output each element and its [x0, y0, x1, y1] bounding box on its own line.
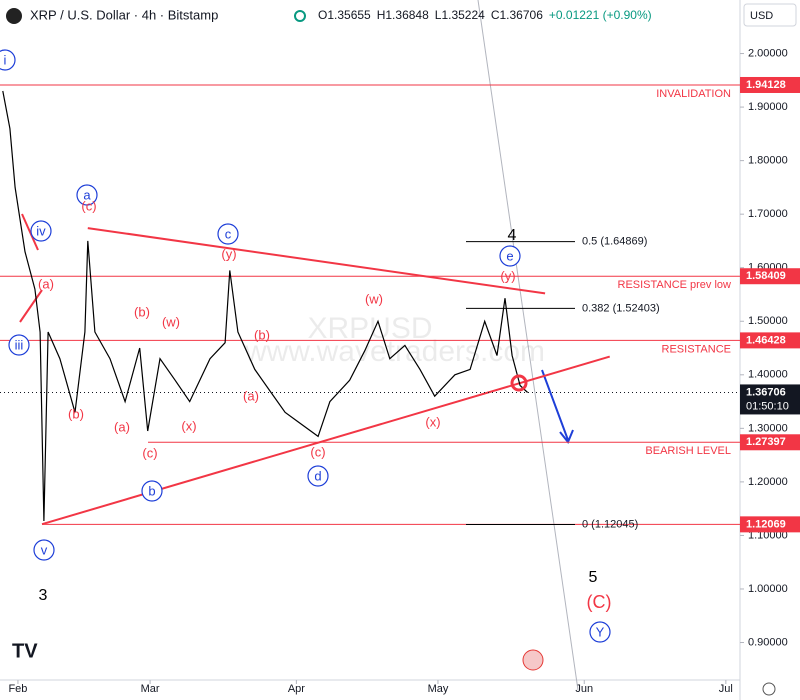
marker: [510, 374, 528, 392]
ohlc-value: O1.35655: [318, 8, 371, 22]
wave-circle: [307, 465, 329, 487]
fib-label: 0.382 (1.52403): [582, 302, 660, 314]
wave-label: (c): [310, 444, 325, 459]
price-tag: [740, 516, 800, 533]
ohlc-value: L1.35224: [435, 8, 485, 22]
trendline: [41, 355, 611, 526]
wave-circle: [30, 220, 52, 242]
fib-guide: [477, 0, 579, 691]
y-tick-label: 1.00000: [748, 583, 788, 595]
settings-icon[interactable]: [762, 682, 776, 696]
level-label: RESISTANCE prev low: [618, 279, 732, 291]
wave-label: 5: [589, 569, 598, 586]
x-tick-label: May: [428, 683, 449, 695]
symbol-title: XRP / U.S. Dollar · 4h · Bitstamp: [30, 7, 218, 22]
current-price-label: 1.36706: [746, 386, 786, 398]
wave-line: [19, 289, 43, 323]
countdown: 01:50:10: [746, 400, 789, 412]
x-tick-label: Apr: [288, 683, 305, 695]
wave-label: (x): [181, 418, 196, 433]
wave-label: (a): [114, 419, 130, 434]
wave-line: [21, 213, 39, 251]
wave-circle: [8, 334, 30, 356]
price-tag: [740, 434, 800, 451]
wave-label: v: [41, 542, 48, 557]
y-tick-label: 0.90000: [748, 636, 788, 648]
wave-label: b: [148, 483, 155, 498]
wave-label: c: [225, 226, 232, 241]
wave-label: d: [314, 468, 321, 483]
price-tag-label: 1.12069: [746, 518, 786, 530]
wave-label: 3: [39, 587, 48, 604]
ohlc-value: H1.36848: [377, 8, 429, 22]
x-tick-label: Jul: [719, 683, 733, 695]
wave-circle: [499, 245, 521, 267]
current-price-tag: [740, 384, 800, 415]
price-tag-label: 1.27397: [746, 436, 786, 448]
currency[interactable]: USD: [750, 10, 773, 22]
wave-label: (b): [254, 327, 270, 342]
price-tag: [740, 268, 800, 285]
y-tick-label: 1.30000: [748, 422, 788, 434]
y-tick-label: 1.40000: [748, 369, 788, 381]
header: XRP / U.S. Dollar · 4h · Bitstamp: [6, 7, 306, 24]
symbol-icon: [6, 8, 22, 24]
logo: TV: [12, 640, 38, 662]
wave-label: (c): [81, 198, 96, 213]
wave-label: iv: [36, 223, 46, 238]
price-tag: [740, 76, 800, 93]
wave-label: a: [83, 187, 91, 202]
currency-box[interactable]: [743, 3, 797, 27]
fib-label: 0.5 (1.64869): [582, 236, 647, 248]
trendline: [87, 227, 546, 295]
wave-label: (b): [68, 406, 84, 421]
price-tag-label: 1.94128: [746, 79, 786, 91]
wave-circle: [217, 223, 239, 245]
price-tag-label: 1.58409: [746, 270, 786, 282]
wave-circle: [76, 184, 98, 206]
wave-label: (b): [134, 304, 150, 319]
wave-label: iii: [15, 337, 24, 352]
level-label: RESISTANCE: [662, 343, 731, 355]
x-tick-label: Mar: [141, 683, 160, 695]
status-icon: [294, 10, 306, 22]
wave-label: (y): [221, 246, 236, 261]
price-line: [2, 90, 529, 522]
y-tick-label: 1.90000: [748, 101, 788, 113]
wave-label: Y: [596, 624, 605, 639]
ohlc-value: +0.01221 (+0.90%): [549, 8, 652, 22]
wave-label: (a): [243, 388, 259, 403]
x-tick-label: Jun: [575, 683, 593, 695]
wave-label: (w): [365, 291, 383, 306]
watermark: www.wavetraders.com: [244, 335, 545, 368]
wave-label: (c): [142, 445, 157, 460]
x-tick-label: Feb: [8, 683, 27, 695]
wave-label: (w): [162, 314, 180, 329]
wave-circle: [0, 49, 16, 71]
y-tick-label: 1.80000: [748, 155, 788, 167]
wave-label: (y): [500, 268, 515, 283]
wave-label: (C): [587, 592, 612, 612]
y-tick-label: 1.20000: [748, 476, 788, 488]
ohlc-value: C1.36706: [491, 8, 543, 22]
y-tick-label: 2.00000: [748, 47, 788, 59]
wave-label: (x): [425, 414, 440, 429]
fib-label: 0 (1.12045): [582, 518, 638, 530]
wave-label: 4: [508, 227, 517, 244]
level-label: BEARISH LEVEL: [645, 445, 731, 457]
y-tick-label: 1.50000: [748, 315, 788, 327]
price-tag: [740, 332, 800, 349]
level-label: INVALIDATION: [656, 88, 731, 100]
wave-label: i: [4, 52, 7, 67]
event-icon[interactable]: [522, 649, 544, 671]
wave-circle: [141, 480, 163, 502]
y-tick-label: 1.70000: [748, 208, 788, 220]
wave-label: e: [506, 248, 513, 263]
wave-circle: [589, 621, 611, 643]
wave-circle: [33, 539, 55, 561]
wave-label: (a): [38, 276, 54, 291]
price-tag-label: 1.46428: [746, 334, 786, 346]
